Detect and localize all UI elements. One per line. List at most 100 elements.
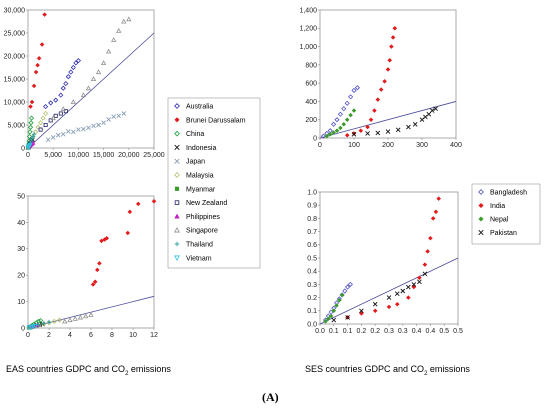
ses-top-point-bangladesh xyxy=(337,111,343,117)
eas-top-y-tick-label: 5,000 xyxy=(7,122,25,129)
eas-top-point-japan xyxy=(96,122,101,128)
eas-legend-marker-china xyxy=(174,130,180,137)
eas-caption-text: EAS countries GDPC and CO xyxy=(6,364,126,374)
eas-legend-label-japan: Japan xyxy=(186,159,205,166)
ses-bottom-x-tick-label: 0.5 xyxy=(453,328,463,335)
eas-top-point-australia xyxy=(75,58,81,64)
eas-top-point-japan xyxy=(121,111,127,116)
eas-bottom-point-china xyxy=(38,318,44,324)
eas-legend-label-brunei-darussalam: Brunei Darussalam xyxy=(186,117,246,124)
ses-bottom-point-pakistan xyxy=(372,301,378,307)
eas-top-point-japan xyxy=(55,132,61,138)
ses-bottom-point-pakistan xyxy=(417,279,422,285)
eas-top-point-australia xyxy=(48,100,54,106)
ses-bottom-x-tick-label: 0.5 xyxy=(439,328,449,335)
eas-top-point-new-zealand xyxy=(58,111,63,116)
ses-top-point-nepal xyxy=(348,112,353,118)
eas-bottom-point-brunei-darussalam xyxy=(104,235,110,241)
ses-bottom-y-tick-label: 0.3 xyxy=(307,282,317,289)
eas-top-point-brunei-darussalam xyxy=(39,42,45,47)
ses-bottom-y-tick-label: 0.5 xyxy=(307,255,317,262)
ses-top-point-nepal xyxy=(331,130,336,135)
eas-top-y-tick-label: 20,000 xyxy=(4,53,26,60)
eas-top-point-australia xyxy=(60,85,66,91)
ses-top-y-tick-label: 400 xyxy=(305,99,317,106)
ses-bottom-point-nepal xyxy=(323,319,328,324)
eas-top-point-singapore xyxy=(105,48,112,54)
eas-top-point-japan xyxy=(111,114,116,120)
ses-top-point-india xyxy=(344,132,350,138)
eas-top-x-tick-label: 5,000 xyxy=(44,152,62,159)
eas-top-point-singapore xyxy=(121,18,127,24)
ses-top-point-pakistan xyxy=(433,106,438,112)
eas-top-point-singapore xyxy=(90,76,97,81)
eas-legend-label-thailand: Thailand xyxy=(186,242,213,249)
eas-bottom-x-tick-label: 8 xyxy=(110,332,114,339)
eas-top-point-new-zealand xyxy=(63,109,68,114)
eas-top-point-malaysia xyxy=(35,124,41,130)
ses-top-point-nepal xyxy=(338,125,343,131)
ses-top-point-pakistan xyxy=(375,130,381,136)
ses-top-point-bangladesh xyxy=(351,87,357,94)
ses-top-point-india xyxy=(392,25,398,31)
eas-legend-marker-vietnam xyxy=(174,255,180,261)
ses-top-point-india xyxy=(387,57,393,63)
eas-bottom-point-thailand xyxy=(47,319,51,324)
eas-bottom-point-brunei-darussalam xyxy=(99,238,104,244)
ses-legend-label-pakistan: Pakistan xyxy=(490,230,517,237)
eas-top-point-australia xyxy=(65,74,71,80)
eas-top-point-malaysia xyxy=(40,115,46,121)
ses-legend-box xyxy=(471,183,541,245)
eas-bottom-point-singapore xyxy=(83,313,89,319)
eas-top-y-tick-label: 15,000 xyxy=(4,76,26,83)
ses-top-point-bangladesh xyxy=(331,121,337,127)
ses-legend-label-bangladesh: Bangladesh xyxy=(490,190,527,197)
ses-bottom-x-tick-label: 0.3 xyxy=(398,328,408,335)
eas-top-x-tick-label: 0 xyxy=(26,152,30,159)
ses-bottom-trend-line xyxy=(319,257,459,325)
ses-bottom-y-tick-label: 0.7 xyxy=(307,229,317,236)
ses-bottom-x-tick-label: 0.3 xyxy=(384,328,394,335)
ses-top-point-nepal xyxy=(341,121,347,127)
eas-top-point-japan xyxy=(66,129,71,134)
ses-bottom-point-pakistan xyxy=(411,282,417,287)
eas-bottom-y-tick-label: 20 xyxy=(17,273,25,280)
ses-bottom-y-tick-label: 0.1 xyxy=(307,308,317,315)
eas-top-point-malaysia xyxy=(43,110,49,117)
eas-top-point-japan xyxy=(106,117,111,122)
eas-legend-label-myanmar: Myanmar xyxy=(186,186,216,193)
eas-legend-label-indonesia: Indonesia xyxy=(186,145,216,152)
ses-bottom-y-tick-label: 0.2 xyxy=(307,295,317,302)
ses-bottom-point-pakistan xyxy=(386,295,392,300)
eas-top-point-china xyxy=(28,120,34,126)
eas-top-point-singapore xyxy=(100,60,107,65)
ses-bottom-point-pakistan xyxy=(394,291,400,296)
ses-top-point-pakistan xyxy=(426,111,432,117)
ses-top-point-pakistan xyxy=(423,114,428,120)
eas-bottom-point-brunei-darussalam xyxy=(97,260,102,266)
eas-legend-marker-philippines xyxy=(174,213,180,219)
eas-top-x-tick-label: 25,000 xyxy=(143,152,165,159)
ses-bottom-plot: 0.00.10.20.30.40.50.60.70.80.91.00.0 0.1 0… xyxy=(307,189,463,335)
ses-top-y-tick-label: 1,400 xyxy=(299,7,317,14)
ses-top-point-pakistan xyxy=(429,108,435,113)
eas-top-point-japan xyxy=(116,113,122,119)
ses-legend-marker-pakistan xyxy=(478,229,484,236)
eas-top-point-singapore xyxy=(80,92,87,98)
ses-top-point-india xyxy=(365,124,370,130)
eas-bottom-y-tick-label: 10 xyxy=(17,299,25,306)
ses-top-point-bangladesh xyxy=(341,106,347,112)
eas-bottom-point-malaysia xyxy=(56,317,63,323)
eas-top-y-tick-label: 25,000 xyxy=(4,30,26,37)
ses-caption: SES countries GDPC and CO2 emissions xyxy=(305,364,470,377)
ses-bottom-y-tick-label: 0.4 xyxy=(307,269,317,276)
panel-label: (A) xyxy=(262,390,279,404)
eas-top-point-brunei-darussalam xyxy=(33,69,39,75)
ses-top-y-tick-label: 200 xyxy=(305,117,317,124)
eas-legend-marker-new-zealand xyxy=(174,200,180,205)
eas-top-point-japan xyxy=(86,125,91,131)
ses-top-x-tick-label: 300 xyxy=(416,142,428,149)
eas-legend-marker-japan xyxy=(174,158,180,164)
eas-top-point-singapore xyxy=(116,27,122,33)
